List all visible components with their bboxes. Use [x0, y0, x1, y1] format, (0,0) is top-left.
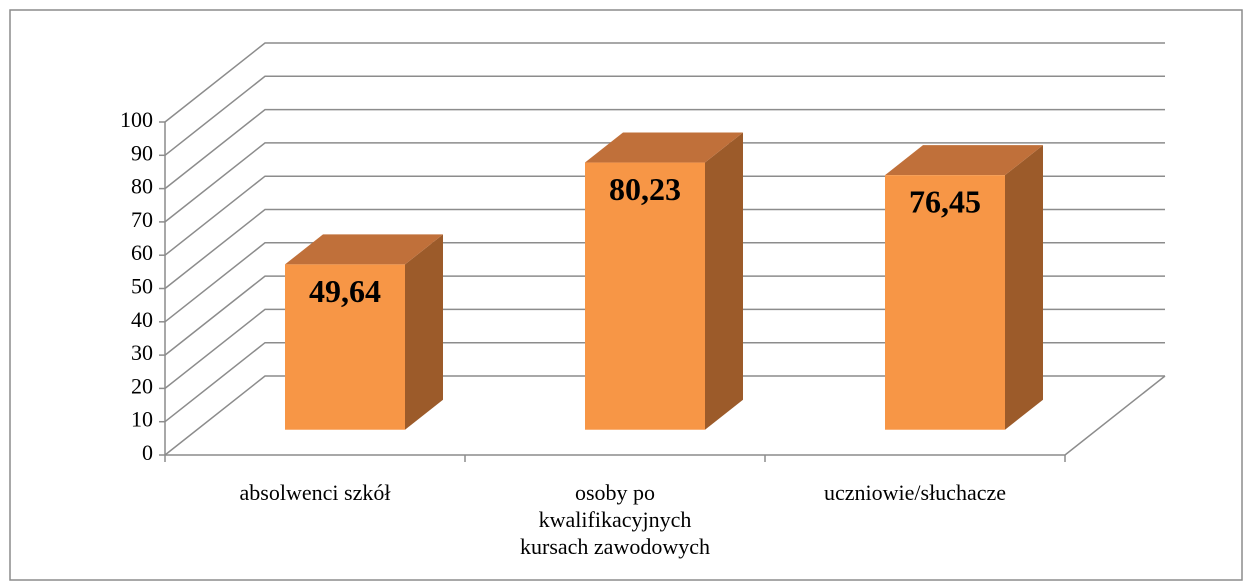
grid-line [164, 275, 1165, 356]
y-tick-label: 70 [131, 207, 153, 232]
bar-top [885, 145, 1043, 176]
x-tick-label: uczniowie/słuchacze [823, 480, 1006, 505]
y-tick-label: 100 [120, 107, 153, 132]
grid-line [164, 341, 1165, 423]
y-tick-label: 0 [142, 440, 153, 465]
grid-line [164, 308, 1165, 389]
grid-line [164, 242, 1165, 323]
y-tick-label: 80 [131, 174, 153, 199]
x-tick-label: absolwenci szkół [239, 480, 391, 505]
y-tick-label: 90 [131, 140, 153, 165]
grid-line [164, 375, 1165, 456]
y-tick-label: 50 [131, 274, 153, 299]
data-label: 80,23 [609, 171, 681, 207]
bar-top [285, 234, 443, 265]
grid-line [164, 175, 1165, 256]
y-tick-label: 40 [131, 307, 153, 332]
grid-line [164, 208, 1165, 290]
y-tick-label: 10 [131, 407, 153, 432]
y-tick-label: 60 [131, 240, 153, 265]
bar-side [405, 234, 443, 430]
bar-side [705, 132, 743, 430]
grid-line [164, 142, 1165, 223]
bar [885, 175, 1005, 430]
grid-line [164, 75, 1165, 156]
bar [585, 162, 705, 430]
bar [285, 264, 405, 430]
data-label: 49,64 [309, 273, 381, 309]
x-tick-label: osoby po kwalifikacyjnych kursach zawodo… [520, 480, 710, 559]
bar-top [585, 132, 743, 163]
bar-side [1005, 145, 1043, 430]
grid-line [164, 108, 1165, 190]
data-label: 76,45 [909, 183, 981, 219]
grid-line [164, 42, 1165, 123]
y-tick-label: 20 [131, 373, 153, 398]
y-tick-label: 30 [131, 340, 153, 365]
